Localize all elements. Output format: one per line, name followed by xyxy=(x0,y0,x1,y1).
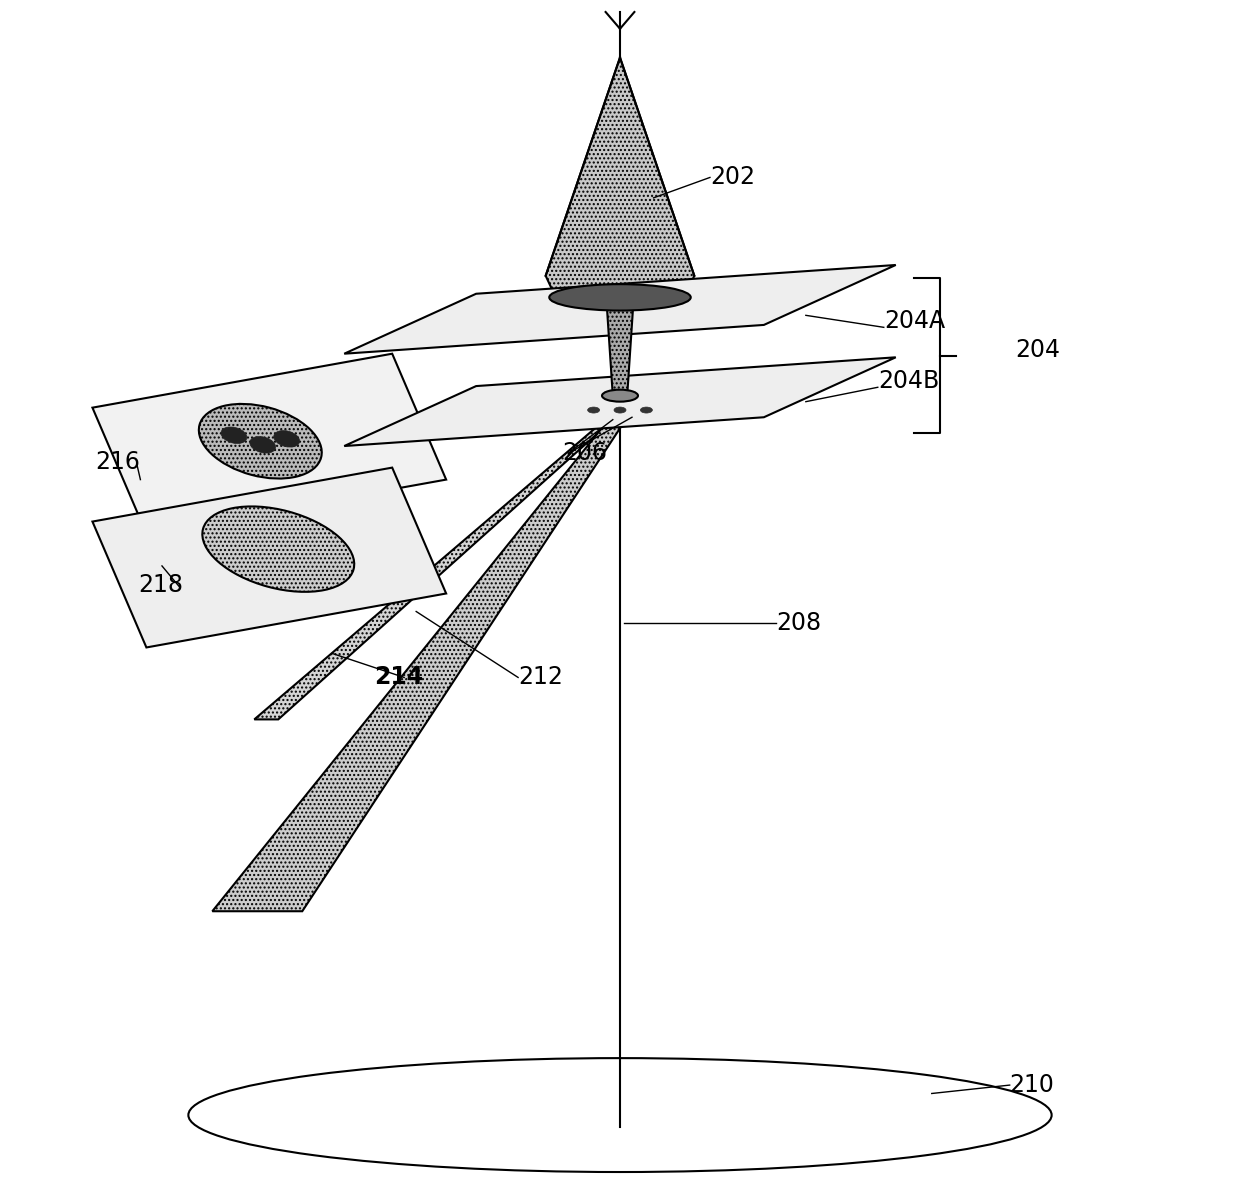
Text: 204: 204 xyxy=(1016,338,1060,362)
Ellipse shape xyxy=(249,436,275,453)
Polygon shape xyxy=(93,468,446,647)
Polygon shape xyxy=(606,306,634,396)
Polygon shape xyxy=(345,265,895,354)
Ellipse shape xyxy=(274,430,300,447)
Polygon shape xyxy=(345,357,895,446)
Polygon shape xyxy=(93,354,446,534)
Text: 204A: 204A xyxy=(884,309,945,333)
Text: 202: 202 xyxy=(711,165,755,189)
Text: 218: 218 xyxy=(138,573,184,597)
Text: 210: 210 xyxy=(1009,1073,1054,1097)
Text: 204B: 204B xyxy=(878,369,939,393)
Ellipse shape xyxy=(549,284,691,311)
Text: 208: 208 xyxy=(776,611,821,635)
Ellipse shape xyxy=(221,427,247,444)
Text: 206: 206 xyxy=(563,441,608,465)
Ellipse shape xyxy=(640,408,652,414)
Polygon shape xyxy=(212,410,632,911)
Text: 212: 212 xyxy=(518,665,563,689)
Text: 214: 214 xyxy=(374,665,423,689)
Ellipse shape xyxy=(202,506,355,592)
Polygon shape xyxy=(546,58,694,294)
Ellipse shape xyxy=(601,390,639,402)
Ellipse shape xyxy=(188,1059,1052,1173)
Ellipse shape xyxy=(614,408,626,414)
Polygon shape xyxy=(254,410,624,719)
Text: 216: 216 xyxy=(94,450,140,474)
Ellipse shape xyxy=(588,408,600,414)
Ellipse shape xyxy=(198,404,321,478)
